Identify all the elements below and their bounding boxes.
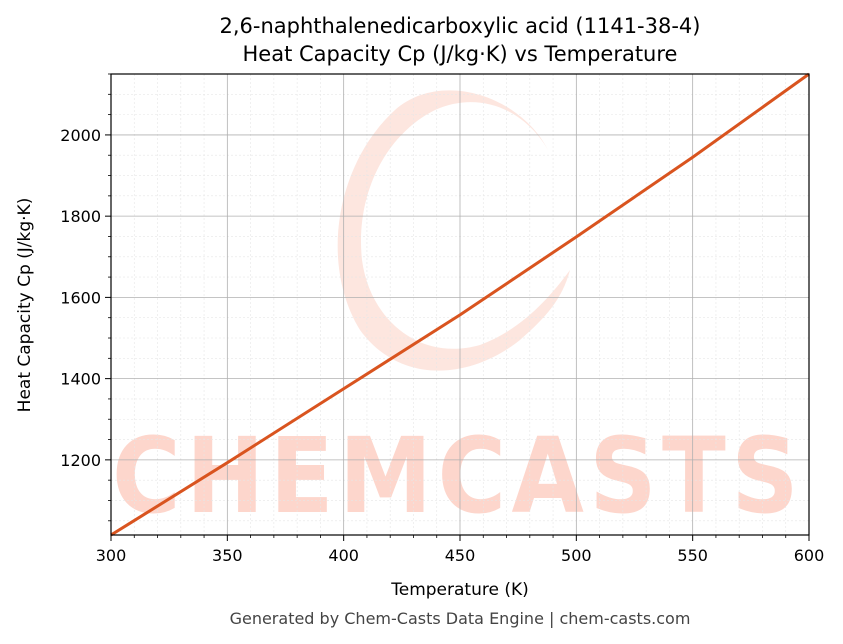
x-axis: 300 350 400 450 500 550 600 [96, 535, 825, 565]
x-tick-label: 350 [212, 546, 243, 565]
y-axis-label: Heat Capacity Cp (J/kg·K) [15, 198, 35, 413]
x-tick-label: 550 [677, 546, 708, 565]
x-tick-label: 600 [794, 546, 825, 565]
x-axis-label: Temperature (K) [390, 580, 529, 600]
watermark-swoosh [337, 90, 570, 371]
series-line [110, 72, 810, 537]
watermark: CHEMCASTS [112, 90, 804, 537]
y-tick-label: 1400 [60, 370, 101, 389]
y-axis: 1200 1400 1600 1800 2000 [60, 73, 111, 522]
x-tick-label: 300 [96, 546, 127, 565]
watermark-text: CHEMCASTS [112, 415, 804, 537]
y-tick-label: 1600 [60, 288, 101, 307]
x-tick-label: 450 [445, 546, 476, 565]
x-tick-label: 400 [328, 546, 359, 565]
series-layer [110, 72, 810, 537]
y-tick-label: 2000 [60, 126, 101, 145]
chart-title: 2,6-naphthalenedicarboxylic acid (1141-3… [219, 14, 700, 38]
footer-credit: Generated by Chem-Casts Data Engine | ch… [230, 609, 691, 628]
x-tick-label: 500 [561, 546, 592, 565]
y-tick-label: 1800 [60, 207, 101, 226]
y-tick-label: 1200 [60, 451, 101, 470]
chart-subtitle: Heat Capacity Cp (J/kg·K) vs Temperature [243, 42, 678, 66]
